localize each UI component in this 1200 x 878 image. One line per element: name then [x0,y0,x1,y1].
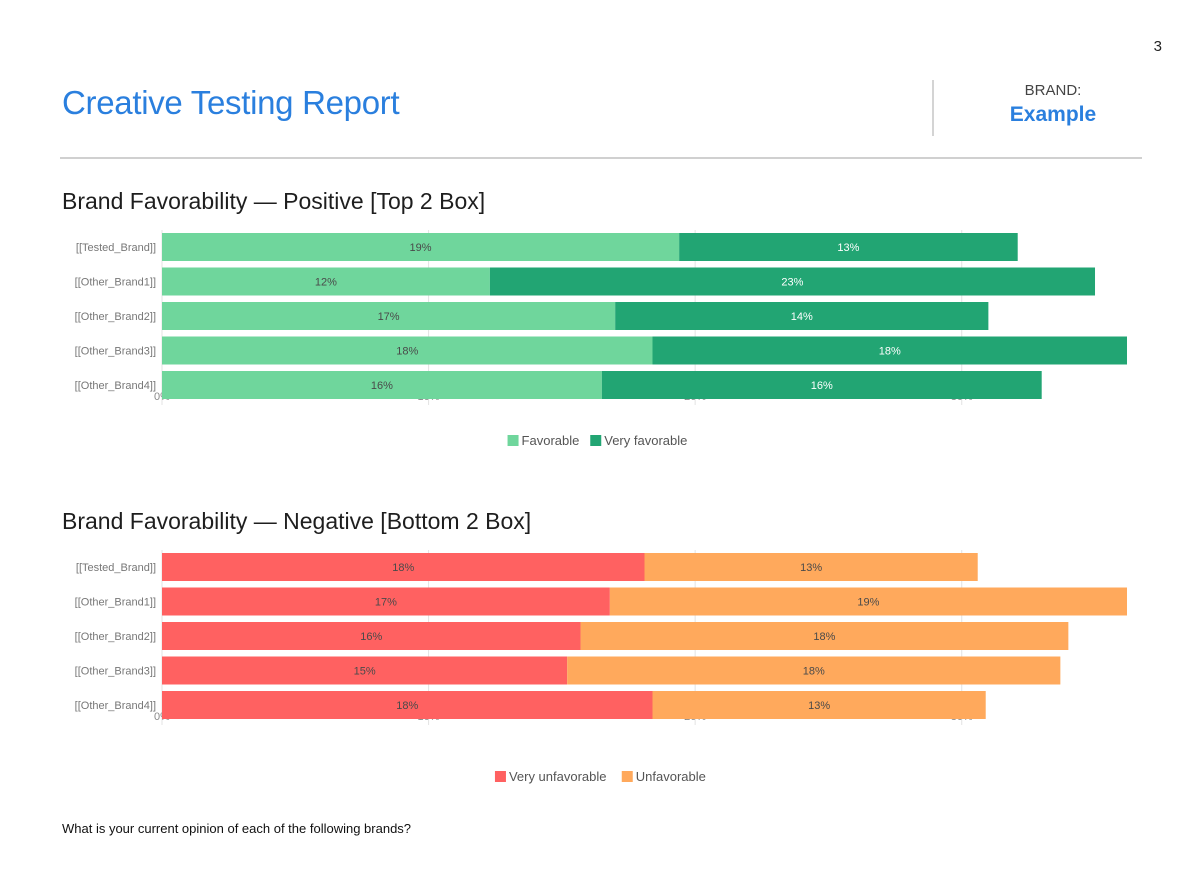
bar-very-unfavorable [162,553,645,581]
bar-unfavorable [567,656,1061,685]
bar-unfavorable [652,691,986,719]
legend-swatch-very-unfavorable [494,771,506,782]
legend-positive: Favorable Very favorable [507,433,687,448]
data-label: 18% [879,346,901,358]
brand-box: BRAND: Example [950,82,1156,127]
data-label: 23% [781,277,803,289]
page-number: 3 [1153,38,1162,55]
bar-very-unfavorable [162,656,568,685]
bar-favorable [162,267,490,296]
data-label: 17% [375,597,397,609]
data-label: 13% [837,242,859,254]
legend-label-unfavorable: Unfavorable [636,769,706,784]
bar-unfavorable [609,587,1127,616]
brand-value: Example [1009,103,1097,126]
legend-negative: Very unfavorable Unfavorable [494,769,706,784]
data-label: 18% [396,346,418,358]
question-footnote: What is your current opinion of each of … [62,821,412,836]
data-label: 18% [396,700,418,712]
category-label: [[Other_Brand3]] [75,666,156,678]
category-label: [[Other_Brand4]] [75,700,156,712]
category-label: [[Other_Brand2]] [75,631,156,643]
data-label: 12% [315,277,337,289]
category-label: [[Other_Brand4]] [75,380,156,392]
bar-very-unfavorable [162,587,610,616]
report-title: Creative Testing Report [62,84,400,121]
data-label: 18% [813,631,835,643]
data-label: 16% [811,380,833,392]
legend-label-very-favorable: Very favorable [604,433,687,448]
data-label: 18% [392,562,414,574]
bar-favorable [162,336,653,365]
bar-favorable [162,302,616,330]
bar-very-unfavorable [162,622,581,650]
bar-unfavorable [580,622,1069,650]
bar-favorable [162,371,602,399]
data-label: 16% [360,631,382,643]
data-label: 18% [803,666,825,678]
legend-swatch-favorable [507,435,519,446]
bar-very-favorable [601,371,1042,399]
data-label: 13% [808,700,830,712]
chart-title-positive: Brand Favorability — Positive [Top 2 Box… [62,188,486,214]
data-label: 13% [800,562,822,574]
category-label: [[Tested_Brand]] [76,242,156,254]
brand-label: BRAND: [1024,82,1082,99]
category-label: [[Other_Brand2]] [75,311,156,323]
legend-label-very-unfavorable: Very unfavorable [509,769,607,784]
bar-unfavorable [644,553,978,581]
category-label: [[Other_Brand1]] [75,277,156,289]
bar-very-favorable [679,233,1018,261]
bar-very-unfavorable [162,691,653,719]
category-label: [[Other_Brand3]] [75,346,156,358]
chart-title-negative: Brand Favorability — Negative [Bottom 2 … [62,508,532,534]
header-rule [60,157,1142,159]
bar-very-favorable [489,267,1096,296]
header-divider [932,80,934,136]
data-label: 19% [410,242,432,254]
data-label: 16% [371,380,393,392]
bar-very-favorable [615,302,989,330]
category-label: [[Other_Brand1]] [75,597,156,609]
chart-positive: 0%10%20%30%[[Tested_Brand]]19%13%[[Other… [75,230,1127,405]
legend-swatch-unfavorable [621,771,633,782]
legend-swatch-very-favorable [590,435,602,446]
category-label: [[Tested_Brand]] [76,562,156,574]
data-label: 14% [791,311,813,323]
legend-label-favorable: Favorable [522,433,580,448]
chart-negative: 0%10%20%30%[[Tested_Brand]]18%13%[[Other… [75,550,1127,725]
data-label: 15% [354,666,376,678]
data-label: 17% [378,311,400,323]
data-label: 19% [857,597,879,609]
bar-favorable [162,233,680,261]
bar-very-favorable [652,336,1127,365]
